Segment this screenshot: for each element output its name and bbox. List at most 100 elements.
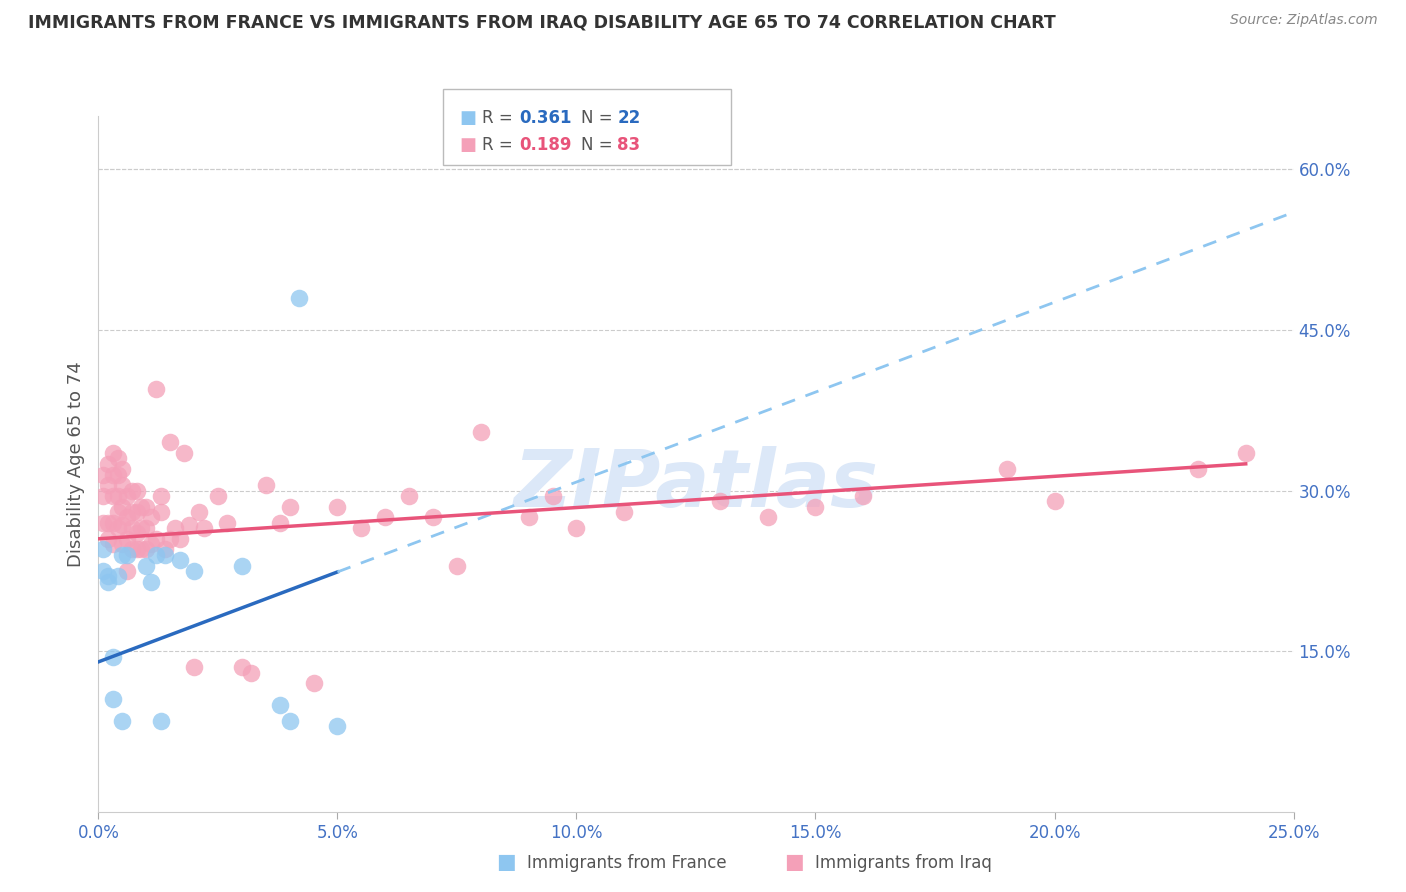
Point [613,505,636,519]
Point [278,714,301,728]
Point [183,564,205,578]
Text: N =: N = [581,109,617,127]
Point [193,521,215,535]
Text: R =: R = [482,109,519,127]
Point [231,660,253,674]
Point [159,435,181,450]
Point [97,574,120,589]
Text: R =: R = [482,136,519,153]
Point [115,548,138,562]
Point [91,516,114,530]
Point [121,483,143,498]
Point [115,532,138,546]
Point [121,542,143,557]
Point [159,532,181,546]
Point [517,510,540,524]
Point [804,500,827,514]
Point [111,500,134,514]
Point [101,692,124,706]
Point [155,548,177,562]
Point [97,457,120,471]
Point [1043,494,1066,508]
Point [115,510,138,524]
Point [187,505,209,519]
Point [101,467,124,482]
Point [231,558,253,573]
Text: Immigrants from France: Immigrants from France [527,855,727,872]
Point [374,510,396,524]
Point [269,516,291,530]
Point [107,451,129,466]
Point [149,505,172,519]
Point [97,569,120,583]
Point [207,489,229,503]
Point [121,505,143,519]
Point [111,537,134,551]
Point [155,542,177,557]
Point [541,489,564,503]
Text: Immigrants from Iraq: Immigrants from Iraq [815,855,993,872]
Text: 0.189: 0.189 [519,136,571,153]
Point [254,478,277,492]
Point [269,698,291,712]
Text: Source: ZipAtlas.com: Source: ZipAtlas.com [1230,13,1378,28]
Point [302,676,325,690]
Point [91,542,114,557]
Point [278,500,301,514]
Point [131,521,153,535]
Point [91,489,114,503]
Point [169,553,191,567]
Point [183,660,205,674]
Point [97,478,120,492]
Point [115,489,138,503]
Point [97,532,120,546]
Text: 0.361: 0.361 [519,109,571,127]
Point [107,489,129,503]
Text: ZIPatlas: ZIPatlas [513,446,879,524]
Point [101,537,124,551]
Point [125,542,148,557]
Point [111,548,134,562]
Point [135,542,157,557]
Point [107,467,129,482]
Text: 22: 22 [617,109,641,127]
Point [756,510,779,524]
Point [139,537,162,551]
Text: ■: ■ [496,853,516,872]
Point [326,719,349,733]
Point [111,462,134,476]
Point [125,483,148,498]
Point [139,510,162,524]
Point [135,521,157,535]
Point [149,489,172,503]
Point [163,521,186,535]
Point [101,649,124,664]
Point [470,425,492,439]
Point [111,478,134,492]
Point [107,505,129,519]
Text: ■: ■ [460,109,477,127]
Point [709,494,731,508]
Point [135,558,157,573]
Point [145,548,167,562]
Point [91,467,114,482]
Point [125,505,148,519]
Point [121,521,143,535]
Point [107,521,129,535]
Point [107,569,129,583]
Point [1187,462,1209,476]
Point [125,526,148,541]
Text: N =: N = [581,136,617,153]
Point [115,564,138,578]
Point [288,291,311,305]
Point [565,521,588,535]
Point [995,462,1018,476]
Point [169,532,191,546]
Text: IMMIGRANTS FROM FRANCE VS IMMIGRANTS FROM IRAQ DISABILITY AGE 65 TO 74 CORRELATI: IMMIGRANTS FROM FRANCE VS IMMIGRANTS FRO… [28,13,1056,31]
Point [101,446,124,460]
Point [101,516,124,530]
Point [139,574,162,589]
Point [145,532,167,546]
Point [446,558,468,573]
Point [111,714,134,728]
